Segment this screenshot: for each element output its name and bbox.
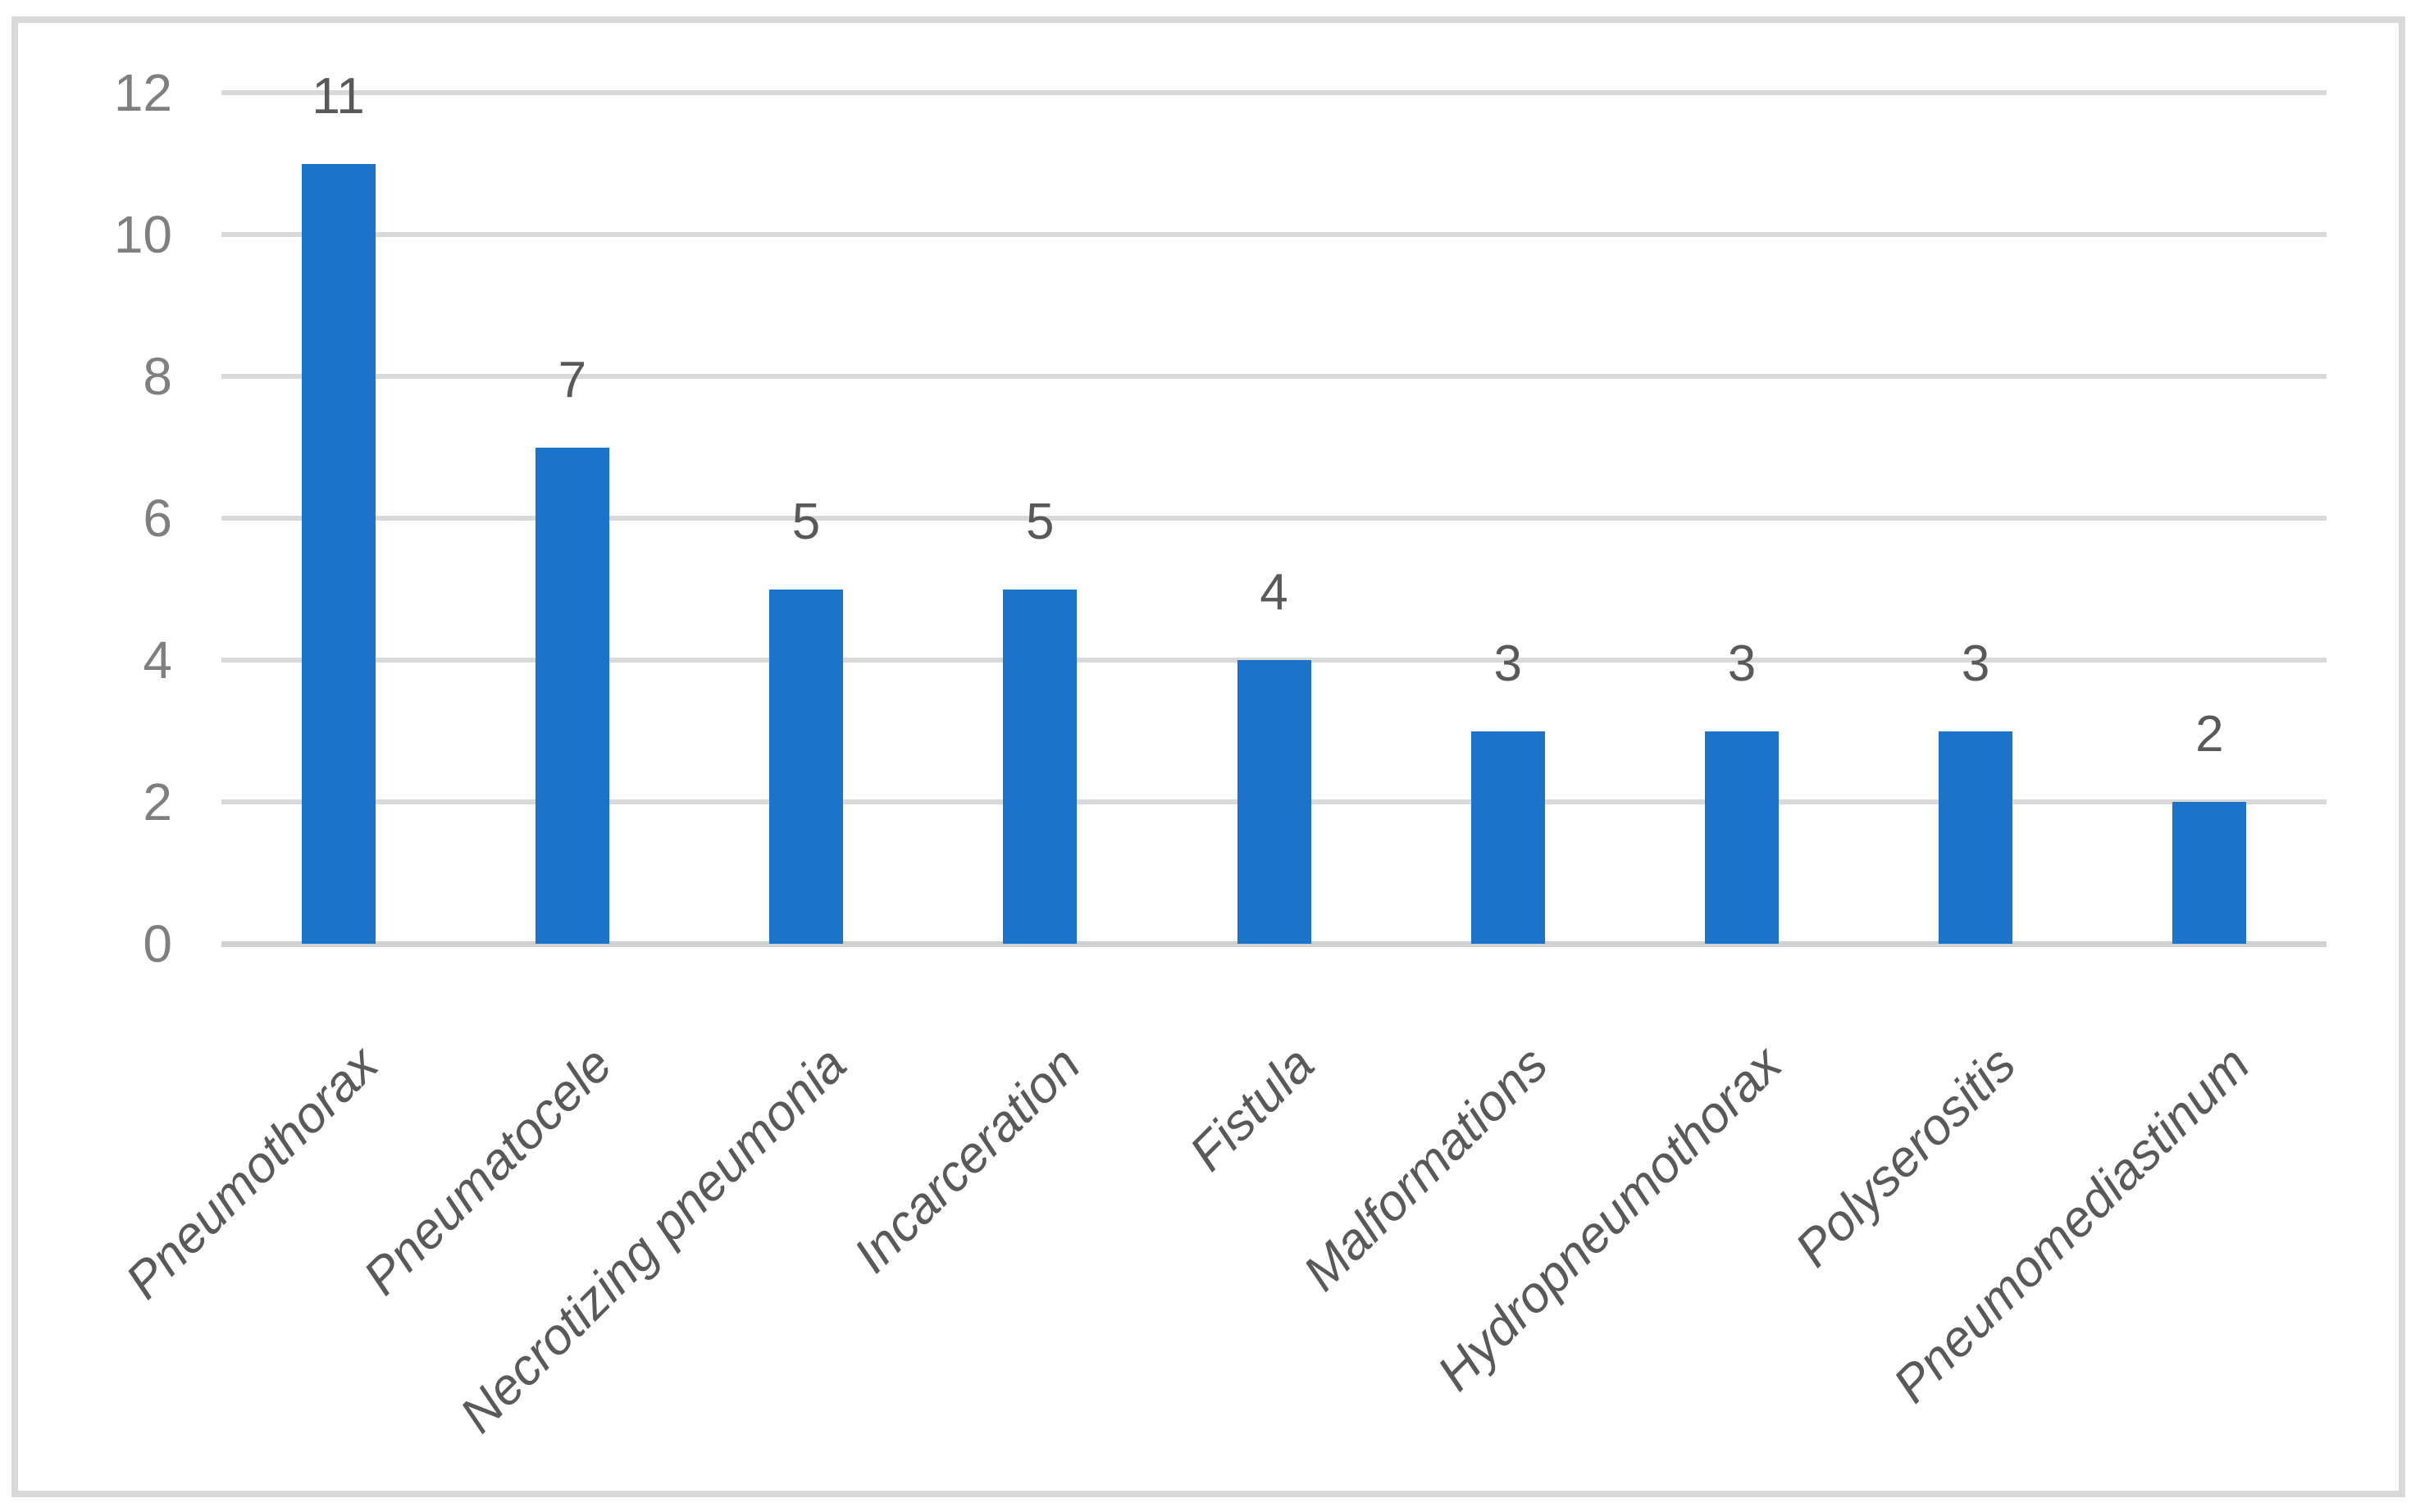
- y-tick-label-10: 10: [113, 205, 172, 264]
- y-tick-label-8: 8: [143, 347, 172, 406]
- data-label-pneumomediastinum: 2: [2195, 706, 2224, 763]
- y-tick-label-6: 6: [143, 489, 172, 548]
- bar-incarceration: [1003, 589, 1078, 944]
- category-label-incarceration: Incarceration: [843, 1036, 1092, 1284]
- bar-pneumomediastinum: [2172, 802, 2247, 944]
- gridline-y12: [221, 90, 2327, 95]
- x-axis-line: [221, 941, 2327, 947]
- y-tick-label-0: 0: [143, 914, 172, 973]
- bar-fistula: [1237, 660, 1311, 944]
- category-label-polyserositis: Polyserositis: [1784, 1036, 2027, 1278]
- data-label-malformations: 3: [1493, 635, 1522, 692]
- bar-pneumothorax: [301, 163, 376, 944]
- bar-pneumatocele: [535, 447, 609, 944]
- gridline-y6: [221, 516, 2327, 521]
- y-tick-label-12: 12: [113, 63, 172, 122]
- bar-hydropneumothorax: [1704, 731, 1779, 944]
- category-label-necrotizing-pneumonia: Necrotizing pneumonia: [449, 1036, 858, 1444]
- y-tick-label-4: 4: [143, 631, 172, 690]
- data-label-fistula: 4: [1260, 564, 1288, 621]
- category-label-fistula: Fistula: [1178, 1036, 1325, 1182]
- category-label-pneumothorax: Pneumothorax: [115, 1036, 390, 1310]
- bar-malformations: [1470, 731, 1545, 944]
- data-label-hydropneumothorax: 3: [1727, 635, 1757, 692]
- data-label-polyserositis: 3: [1961, 635, 1990, 692]
- gridline-y8: [221, 374, 2327, 379]
- data-label-pneumothorax: 11: [312, 67, 365, 125]
- data-label-necrotizing-pneumonia: 5: [791, 493, 821, 550]
- y-tick-label-2: 2: [143, 772, 172, 831]
- bar-polyserositis: [1939, 731, 2013, 944]
- bar-necrotizing-pneumonia: [769, 589, 844, 944]
- gridline-y10: [221, 232, 2327, 237]
- chart-border-frame: [11, 16, 2405, 1497]
- data-label-incarceration: 5: [1026, 493, 1055, 550]
- data-label-pneumatocele: 7: [558, 351, 587, 408]
- category-label-malformations: Malformations: [1292, 1036, 1559, 1302]
